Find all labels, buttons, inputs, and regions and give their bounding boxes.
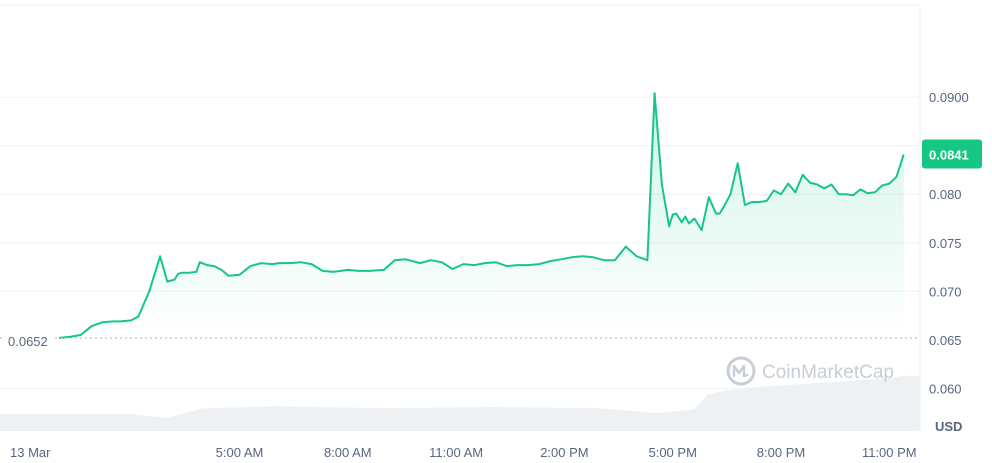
current-price-badge xyxy=(922,139,982,169)
start-price-label-bg xyxy=(4,330,54,345)
y-tick-label: 0.060 xyxy=(929,381,962,396)
x-tick-label: 2:00 PM xyxy=(540,445,588,460)
start-price-reference: 0.0652 xyxy=(0,330,920,349)
volume-area xyxy=(0,375,920,431)
x-tick-label: 13 Mar xyxy=(10,445,51,460)
y-tick-label: 0.0900 xyxy=(929,90,969,105)
x-tick-label: 5:00 AM xyxy=(216,445,264,460)
coinmarketcap-watermark: CoinMarketCap xyxy=(726,356,894,386)
x-tick-label: 11:00 AM xyxy=(429,445,483,460)
x-tick-label: 8:00 PM xyxy=(757,445,805,460)
currency-unit-label: USD xyxy=(935,419,962,434)
price-area xyxy=(59,93,904,338)
y-tick-label: 0.080 xyxy=(929,187,962,202)
y-tick-label: 0.065 xyxy=(929,333,962,348)
x-tick-label: 5:00 PM xyxy=(648,445,696,460)
y-tick-label: 0.070 xyxy=(929,284,962,299)
x-tick-label: 11:00 PM xyxy=(862,445,917,460)
start-price-label: 0.0652 xyxy=(8,334,48,349)
price-area-fill xyxy=(59,93,904,338)
current-price-label: 0.0841 xyxy=(929,147,969,162)
volume-shape xyxy=(0,375,920,431)
price-line xyxy=(58,92,905,339)
y-tick-label: 0.075 xyxy=(929,236,962,251)
x-tick-label: 8:00 AM xyxy=(324,445,372,460)
coinmarketcap-logo-icon xyxy=(726,356,756,386)
x-axis: 13 Mar 5:00 AM 8:00 AM 11:00 AM 2:00 PM 5:00 … xyxy=(10,445,917,460)
y-axis: 0.0900 0.080 0.075 0.070 0.065 0.060 xyxy=(929,90,969,396)
watermark-text: CoinMarketCap xyxy=(762,362,894,383)
price-line-path xyxy=(58,92,905,339)
current-price-tag: 0.0841 xyxy=(922,139,982,169)
